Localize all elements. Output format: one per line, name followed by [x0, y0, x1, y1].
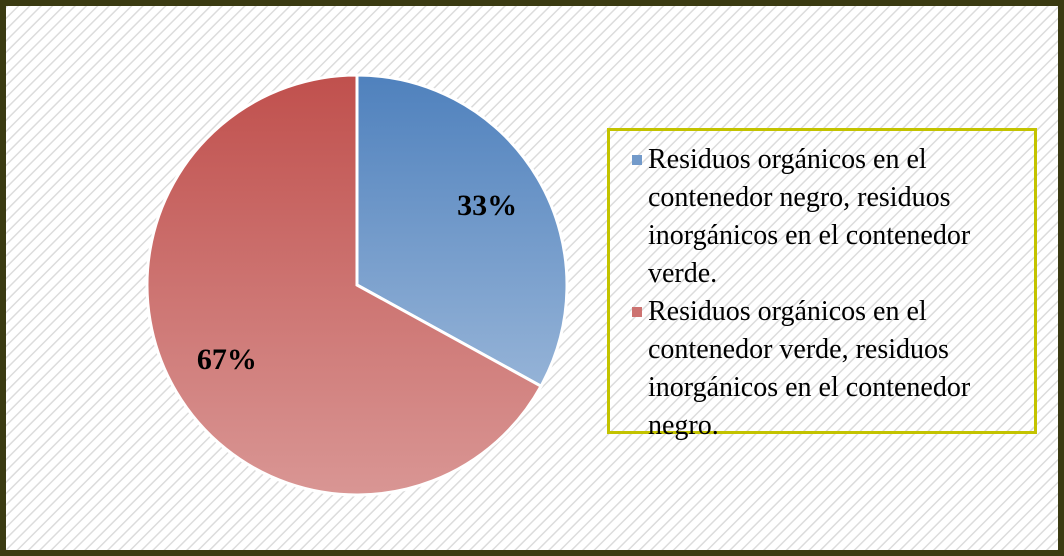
legend-marker: [632, 307, 642, 317]
chart: 33% 67%: [6, 6, 1058, 550]
legend-text: Residuos orgánicos en el contenedor negr…: [648, 144, 971, 289]
legend-marker: [632, 155, 642, 165]
pie-slice: [145, 73, 544, 497]
data-label: 33%: [457, 189, 517, 222]
legend-item: Residuos orgánicos en el contenedor negr…: [628, 141, 1020, 293]
pie-slice: [355, 73, 569, 389]
legend-text: Residuos orgánicos en el contenedor verd…: [648, 296, 971, 441]
legend: Residuos orgánicos en el contenedor negr…: [607, 128, 1037, 441]
data-label: 67%: [197, 343, 257, 376]
legend-item: Residuos orgánicos en el contenedor verd…: [628, 293, 1020, 445]
